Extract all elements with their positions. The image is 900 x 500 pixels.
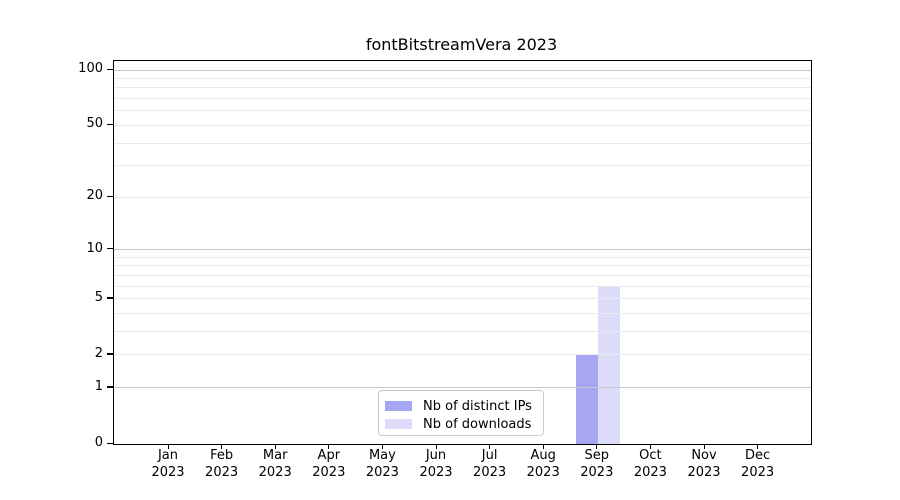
x-tick-month: Jul [481, 448, 498, 463]
plot-area [113, 60, 812, 445]
x-tick-month: Jan [157, 448, 179, 463]
minor-gridline [114, 87, 811, 89]
x-tick-month: Mar [262, 448, 288, 463]
x-tick-label: Sep 2023 [569, 447, 625, 481]
minor-gridline [114, 285, 811, 287]
chart-title: fontBitstreamVera 2023 [365, 35, 558, 54]
legend: Nb of distinct IPs Nb of downloads [378, 390, 544, 436]
x-tick-label: Jun 2023 [408, 447, 464, 481]
major-gridline [114, 387, 811, 389]
y-tick-label: 2 [94, 345, 103, 361]
x-tick-year: 2023 [526, 465, 560, 480]
x-tick-month: Aug [530, 448, 556, 463]
x-tick-label: Nov 2023 [676, 447, 732, 481]
x-tick-mark [489, 444, 491, 450]
x-tick-label: Aug 2023 [515, 447, 571, 481]
x-tick-year: 2023 [741, 465, 775, 480]
x-tick-month: Dec [745, 448, 771, 463]
x-tick-mark [167, 444, 169, 450]
x-tick-label: Jan 2023 [140, 447, 196, 481]
bar-distinct-ips [575, 354, 598, 444]
x-tick-month: Sep [584, 448, 610, 463]
x-tick-month: May [368, 448, 396, 463]
x-tick-label: Jul 2023 [462, 447, 518, 481]
legend-swatch-downloads [385, 419, 412, 429]
x-tick-mark [649, 444, 652, 450]
y-tick-mark [107, 386, 113, 388]
y-tick-mark [107, 248, 113, 250]
x-tick-mark [542, 444, 544, 450]
x-tick-month: Jun [425, 448, 447, 463]
major-gridline [114, 69, 811, 71]
x-tick-year: 2023 [258, 465, 292, 480]
y-tick-mark [107, 442, 113, 444]
x-tick-mark [435, 444, 437, 450]
minor-gridline [114, 142, 811, 144]
x-tick-year: 2023 [151, 465, 185, 480]
x-tick-mark [221, 444, 223, 450]
x-tick-month: Oct [639, 448, 662, 463]
y-tick-mark [107, 68, 113, 70]
y-tick-label: 0 [94, 435, 103, 450]
x-tick-month: Nov [691, 448, 717, 463]
legend-item: Nb of downloads [379, 415, 543, 433]
x-tick-month: Feb [210, 448, 234, 463]
minor-gridline [114, 331, 811, 333]
minor-gridline [114, 313, 811, 315]
major-gridline [114, 249, 811, 251]
x-tick-mark [703, 444, 705, 450]
y-tick-label: 10 [86, 240, 103, 256]
y-tick-mark [107, 195, 113, 198]
x-tick-year: 2023 [580, 465, 614, 480]
x-tick-year: 2023 [312, 465, 346, 480]
bar-downloads [597, 286, 620, 444]
y-tick-mark [107, 123, 113, 126]
x-tick-label: Apr 2023 [301, 447, 357, 481]
x-tick-year: 2023 [205, 465, 239, 480]
minor-gridline [114, 256, 811, 258]
y-tick-label: 100 [78, 61, 103, 77]
minor-gridline [114, 124, 811, 126]
x-tick-year: 2023 [473, 465, 507, 480]
x-tick-mark [274, 444, 276, 450]
x-tick-mark [328, 444, 330, 450]
x-tick-label: Mar 2023 [247, 447, 303, 481]
minor-gridline [114, 110, 811, 112]
x-tick-label: Dec 2023 [730, 447, 786, 481]
y-tick-label: 5 [94, 289, 103, 305]
y-tick-mark [107, 297, 113, 299]
legend-label: Nb of downloads [423, 416, 532, 432]
legend-item: Nb of distinct IPs [379, 397, 543, 415]
x-tick-label: Feb 2023 [194, 447, 250, 481]
minor-gridline [114, 275, 811, 277]
x-tick-label: May 2023 [354, 447, 410, 481]
legend-label: Nb of distinct IPs [423, 398, 532, 414]
x-tick-year: 2023 [419, 465, 453, 480]
legend-swatch-distinct-ips [385, 401, 412, 411]
y-tick-label: 20 [86, 188, 103, 204]
x-tick-mark [757, 444, 759, 450]
y-tick-label: 50 [86, 116, 103, 132]
minor-gridline [114, 196, 811, 198]
minor-gridline [114, 98, 811, 100]
x-tick-year: 2023 [633, 465, 667, 480]
y-tick-label: 1 [94, 378, 103, 394]
x-tick-label: Oct 2023 [622, 447, 678, 481]
x-tick-mark [381, 444, 384, 450]
minor-gridline [114, 354, 811, 356]
minor-gridline [114, 165, 811, 167]
x-tick-month: Apr [317, 448, 341, 463]
minor-gridline [114, 265, 811, 267]
minor-gridline [114, 78, 811, 80]
x-tick-year: 2023 [365, 465, 399, 480]
y-tick-mark [107, 353, 113, 355]
x-tick-year: 2023 [687, 465, 721, 480]
x-tick-mark [596, 444, 598, 450]
minor-gridline [114, 298, 811, 300]
